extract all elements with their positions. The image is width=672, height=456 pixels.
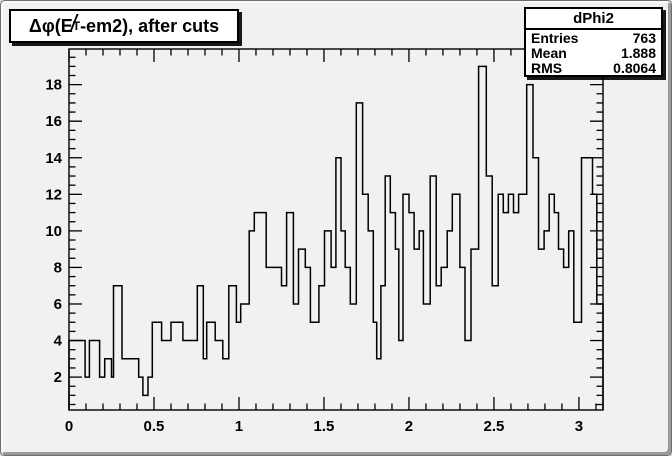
title-text-suffix: -em2), after cuts (80, 15, 220, 36)
axis-labels: 0 0.5 1 1.5 2 2.5 3 2 4 6 8 10 12 14 16 18 (45, 77, 583, 435)
title-text-subscript: T (72, 19, 81, 33)
x-axis-tick-label: 0 (65, 418, 73, 435)
y-axis-tick-label: 12 (45, 186, 62, 203)
title-text-prefix: Δφ( (28, 15, 61, 36)
y-axis-tick-label: 18 (45, 77, 62, 94)
y-axis-tick-label: 2 (54, 369, 62, 386)
x-axis-tick-label: 2.5 (484, 418, 505, 435)
y-axis-tick-label: 8 (54, 259, 62, 276)
y-axis-tick-label: 6 (54, 296, 62, 313)
x-axis-tick-label: 2 (405, 418, 413, 435)
stat-row-rms: RMS 0.8064 (531, 60, 656, 76)
x-axis-tick-label: 0.5 (144, 418, 165, 435)
histogram-line (68, 65, 604, 410)
stats-rows: Entries 763 Mean 1.888 RMS 0.8064 (526, 30, 661, 77)
x-axis-tick-label: 3 (575, 418, 583, 435)
y-axis-tick-label: 4 (54, 333, 63, 350)
y-axis-tick-label: 10 (45, 223, 62, 240)
stat-row-entries: Entries 763 (531, 30, 656, 46)
title-box[interactable]: Δφ(E T -em2), after cuts (9, 9, 239, 43)
missing-et-symbol: E (58, 13, 79, 37)
stats-box[interactable]: dPhi2 Entries 763 Mean 1.888 RMS 0.8064 (524, 7, 663, 77)
x-axis-tick-label: 1.5 (314, 418, 335, 435)
stats-title: dPhi2 (526, 9, 661, 30)
y-axis-tick-label: 16 (45, 113, 62, 130)
stat-row-mean: Mean 1.888 (531, 45, 656, 61)
x-axis-tick-label: 1 (235, 418, 243, 435)
y-axis-tick-label: 14 (45, 150, 62, 167)
plot-frame (68, 48, 604, 411)
